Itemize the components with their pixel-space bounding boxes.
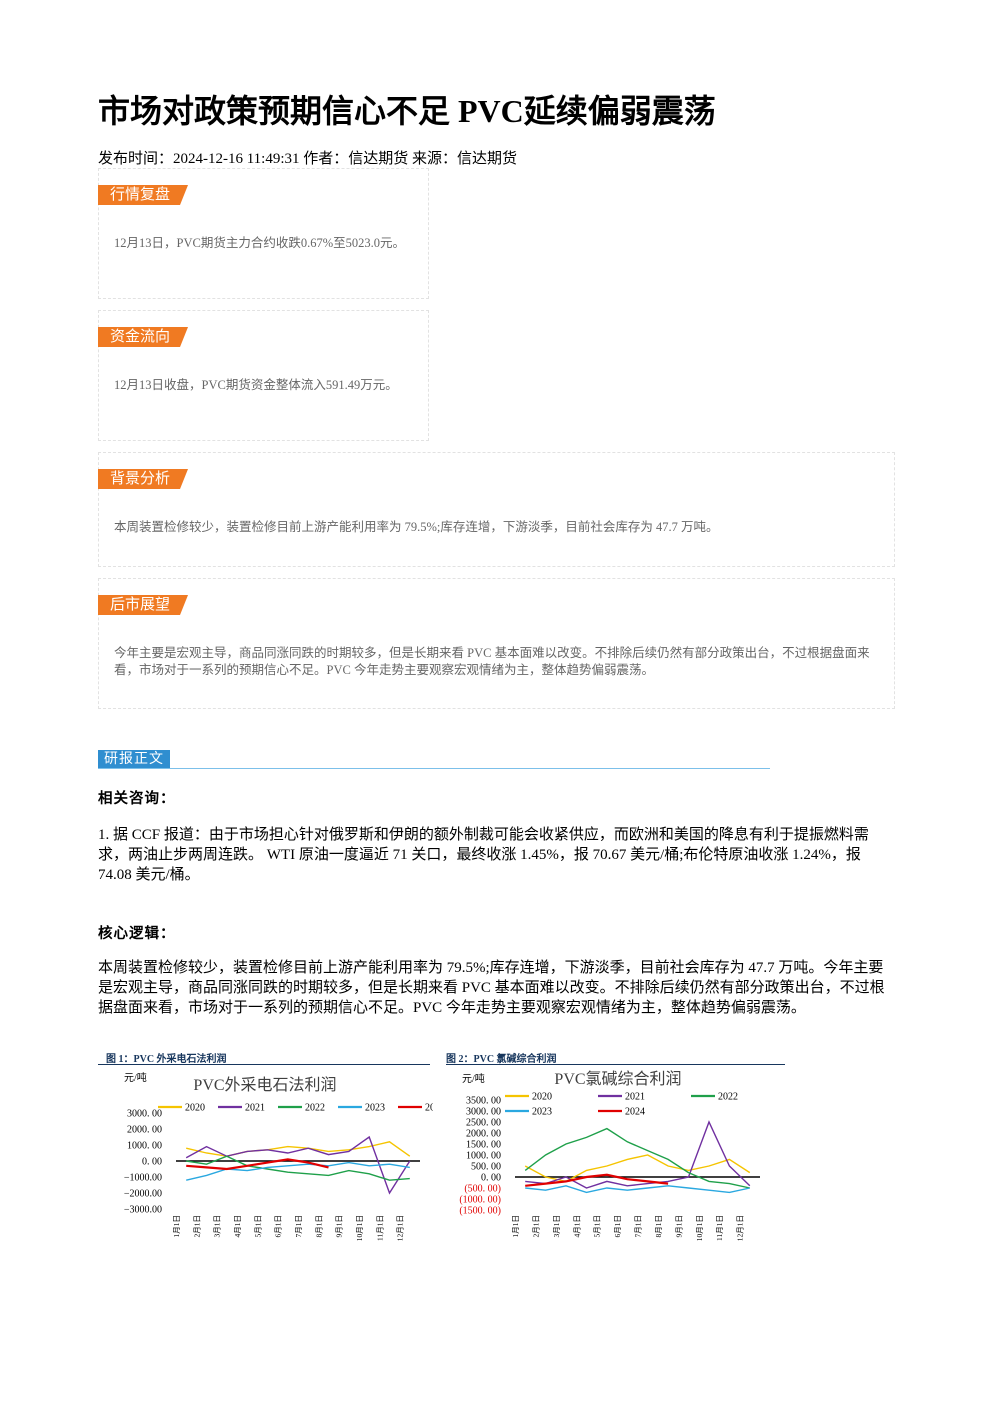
section-text: 12月13日，PVC期货主力合约收跌0.67%至5023.0元。	[114, 236, 405, 250]
x-tick-label: 8月1日	[654, 1215, 663, 1238]
line	[186, 1141, 411, 1157]
y-tick-label: 1000. 00	[466, 1151, 501, 1162]
legend-label: 2023	[532, 1107, 552, 1118]
section-label: 行情复盘	[98, 185, 188, 205]
x-tick-label: 7月1日	[634, 1215, 643, 1238]
chart-title: PVC外采电石法利润	[193, 1076, 336, 1094]
y-tick-label: 3000. 00	[466, 1107, 501, 1118]
section-label: 资金流向	[98, 327, 188, 347]
legend-label: 2022	[718, 1092, 738, 1103]
x-tick-label: 1月1日	[172, 1215, 181, 1238]
x-tick-label: 3月1日	[552, 1215, 561, 1238]
section-box: 资金流向 12月13日收盘，PVC期货资金整体流入591.49万元。	[98, 310, 429, 441]
title: 市场对政策预期信心不足 PVC延续偏弱震荡	[98, 93, 716, 129]
line	[185, 1135, 411, 1195]
x-tick-label: 3月1日	[213, 1215, 222, 1238]
x-tick-label: 9月1日	[335, 1215, 344, 1238]
x-tick-label: 10月1日	[355, 1215, 364, 1241]
heading: 核心逻辑：	[98, 926, 176, 942]
x-tick-label: 12月1日	[736, 1215, 745, 1241]
section-box: 后市展望 今年主要是宏观主导，商品同涨同跌的时期较多，但是长期来看 PVC 基本…	[98, 578, 895, 709]
section-box: 背景分析 本周装置检修较少，装置检修目前上游产能利用率为 79.5%;库存连增，…	[98, 452, 895, 567]
line	[186, 1155, 410, 1181]
paragraph: 1. 据 CCF 报道：由于市场担心针对俄罗斯和伊朗的额外制裁可能会收紧供应，而…	[98, 827, 869, 883]
section-label: 背景分析	[98, 469, 188, 489]
x-tick-label: 2月1日	[192, 1215, 201, 1238]
x-tick-label: 12月1日	[396, 1215, 405, 1241]
meta: 发布时间：2024-12-16 11:49:31 作者：信达期货 来源：信达期货	[98, 151, 518, 167]
legend-label: 2020	[532, 1092, 552, 1103]
y-tick-label: 2000. 00	[466, 1129, 501, 1140]
line	[186, 1158, 329, 1171]
x-tick-label: 5月1日	[253, 1215, 262, 1238]
y-tick-label: 1000. 00	[127, 1141, 162, 1152]
y-tick-label: 2000. 00	[127, 1125, 162, 1136]
y-tick-label: 1500. 00	[466, 1140, 501, 1151]
y-tick-label: 500. 00	[471, 1162, 501, 1173]
line	[186, 1161, 410, 1181]
legend-label: 2024	[625, 1107, 645, 1118]
section-text: 12月13日收盘，PVC期货资金整体流入591.49万元。	[114, 378, 398, 392]
x-tick-label: 1月1日	[511, 1215, 520, 1238]
line	[525, 1173, 669, 1187]
x-tick-label: 6月1日	[274, 1215, 283, 1238]
line	[524, 1127, 750, 1189]
line	[525, 1120, 751, 1189]
paragraph: 本周装置检修较少，装置检修目前上游产能利用率为 79.5%;库存连增，下游淡季，…	[98, 960, 885, 1016]
section-text: 本周装置检修较少，装置检修目前上游产能利用率为 79.5%;库存连增，下游淡季，…	[114, 520, 719, 534]
legend-label: 2021	[625, 1092, 645, 1103]
legend-label: 2023	[365, 1103, 385, 1114]
legend-label: 2021	[245, 1103, 265, 1114]
x-tick-label: 9月1日	[674, 1215, 683, 1238]
y-tick-label: (500. 00)	[464, 1184, 501, 1195]
legend-label: 2022	[305, 1103, 325, 1114]
x-tick-label: 5月1日	[593, 1215, 602, 1238]
heading: 相关咨询：	[98, 791, 176, 807]
y-tick-label: 2500. 00	[466, 1118, 501, 1129]
legend-label: 2024	[425, 1103, 433, 1114]
x-tick-label: 10月1日	[695, 1215, 704, 1241]
chart-title: PVC氯碱综合利润	[554, 1070, 681, 1088]
section-box: 行情复盘 12月13日，PVC期货主力合约收跌0.67%至5023.0元。	[98, 168, 429, 299]
caption-rule	[98, 1064, 430, 1065]
y-tick-label: 0. 00	[481, 1173, 501, 1184]
y-tick-label: 3000. 00	[127, 1109, 162, 1120]
divider	[98, 768, 770, 769]
x-tick-label: 7月1日	[294, 1215, 303, 1238]
x-tick-label: 6月1日	[613, 1215, 622, 1238]
legend-label: 2020	[185, 1103, 205, 1114]
figure-caption: 图 1：PVC 外采电石法利润	[106, 1054, 227, 1065]
x-tick-label: 2月1日	[531, 1215, 540, 1238]
x-tick-label: 11月1日	[715, 1215, 724, 1241]
y-tick-label: (1500. 00)	[459, 1206, 501, 1217]
y-unit: 元/吨	[124, 1071, 147, 1084]
y-tick-label: −3000.00	[124, 1205, 162, 1216]
y-tick-label: (1000. 00)	[459, 1195, 501, 1206]
y-tick-label: 0. 00	[142, 1157, 162, 1168]
figure-caption: 图 2：PVC 氯碱综合利润	[446, 1054, 557, 1065]
x-tick-label: 4月1日	[233, 1215, 242, 1238]
caption-rule	[446, 1064, 785, 1065]
x-tick-label: 4月1日	[572, 1215, 581, 1238]
section-label: 后市展望	[98, 595, 188, 615]
y-unit: 元/吨	[462, 1072, 485, 1085]
chart: PVC外采电石法利润 元/吨 3000. 00 2000. 00 1000. 00 0. …	[124, 1071, 433, 1241]
line	[525, 1185, 750, 1194]
x-tick-label: 11月1日	[375, 1215, 384, 1241]
y-tick-label: −2000.00	[124, 1189, 162, 1200]
x-tick-label: 8月1日	[314, 1215, 323, 1238]
body-label: 研报正文	[98, 750, 170, 769]
section-text: 今年主要是宏观主导，商品同涨同跌的时期较多，但是长期来看 PVC 基本面难以改变…	[114, 646, 870, 677]
y-tick-label: 3500. 00	[466, 1096, 501, 1107]
y-tick-label: −1000.00	[124, 1173, 162, 1184]
